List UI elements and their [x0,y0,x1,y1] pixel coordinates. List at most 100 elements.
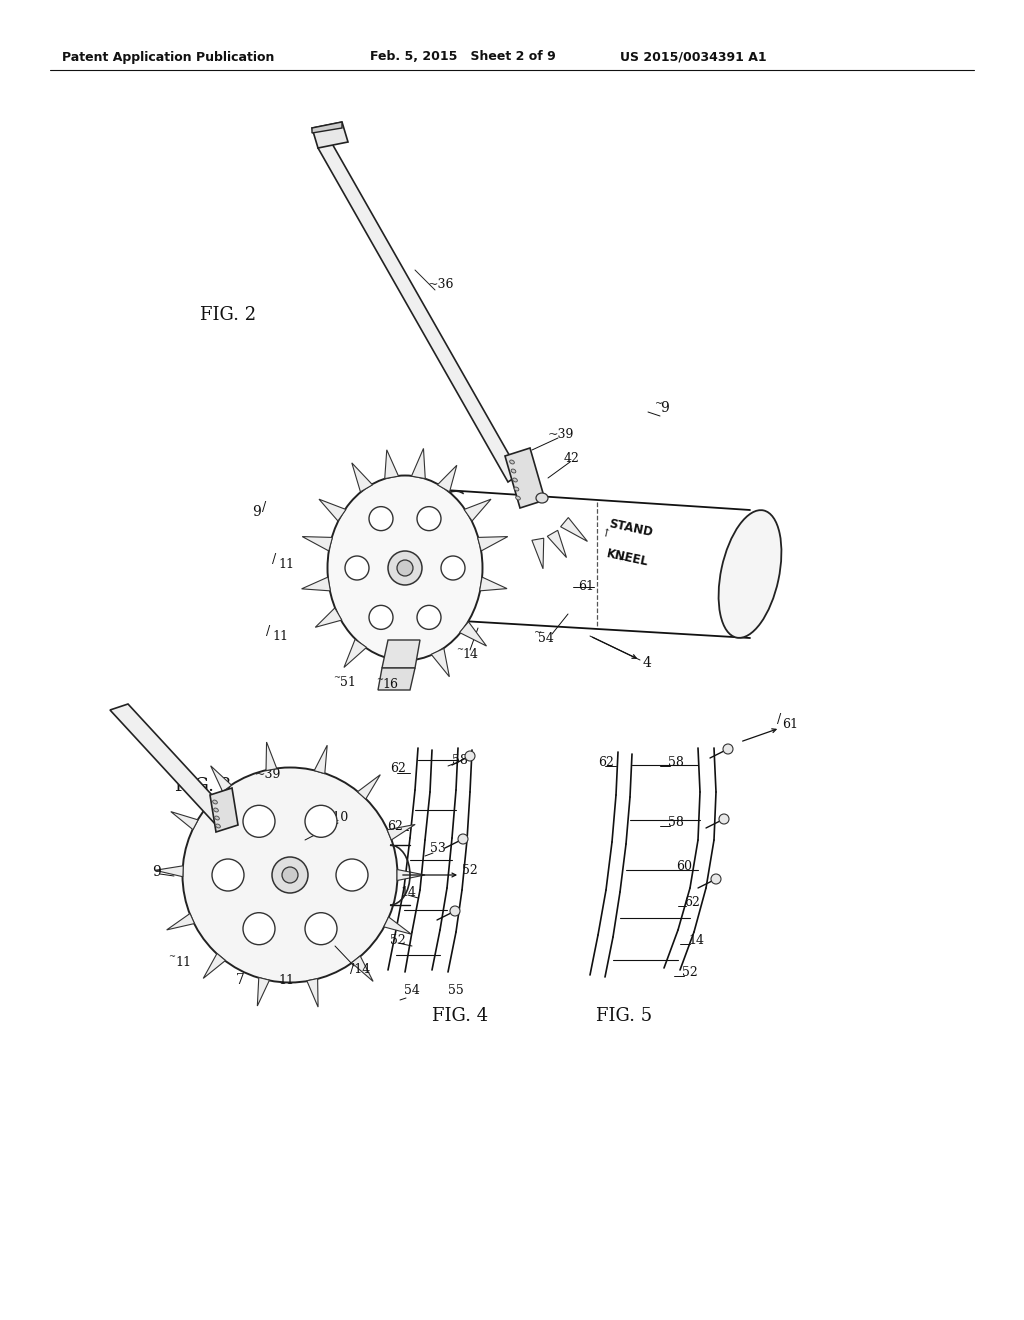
Text: 52: 52 [682,965,697,978]
Ellipse shape [719,814,729,824]
Text: ~: ~ [168,953,175,961]
Ellipse shape [182,767,397,982]
Polygon shape [560,517,588,541]
Text: FIG. 5: FIG. 5 [596,1007,652,1026]
Polygon shape [203,953,225,978]
Text: 61: 61 [782,718,798,730]
Polygon shape [344,639,367,668]
Ellipse shape [243,805,275,837]
Text: /: / [777,714,781,726]
Ellipse shape [397,560,413,576]
Polygon shape [357,775,380,799]
Ellipse shape [272,857,308,894]
Text: 62: 62 [387,820,402,833]
Polygon shape [351,956,373,981]
Polygon shape [315,609,342,627]
Ellipse shape [214,808,218,812]
Ellipse shape [216,824,220,828]
Polygon shape [318,140,520,482]
Ellipse shape [719,510,781,638]
Polygon shape [257,978,269,1006]
Text: 62: 62 [598,755,613,768]
Polygon shape [110,704,234,826]
Text: 11: 11 [175,956,191,969]
Text: 53: 53 [430,842,445,854]
Polygon shape [505,447,545,508]
Polygon shape [479,577,507,591]
Ellipse shape [516,496,520,500]
Text: FIG. 2: FIG. 2 [200,306,256,323]
Ellipse shape [723,744,733,754]
Text: 4: 4 [643,656,652,671]
Polygon shape [167,913,195,929]
Text: 60: 60 [676,859,692,873]
Ellipse shape [711,874,721,884]
Ellipse shape [417,606,441,630]
Text: /: / [262,500,266,513]
Polygon shape [531,539,544,569]
Polygon shape [477,536,508,550]
Polygon shape [547,531,566,557]
Ellipse shape [213,800,217,804]
Polygon shape [211,766,231,792]
Ellipse shape [305,805,337,837]
Polygon shape [302,536,333,550]
Polygon shape [312,121,342,133]
Polygon shape [460,622,486,645]
Text: 54: 54 [538,631,554,644]
Text: /: / [272,553,276,565]
Polygon shape [319,499,346,521]
Text: 11: 11 [278,557,294,570]
Text: 62: 62 [390,762,406,775]
Text: 52: 52 [390,933,406,946]
Text: 9: 9 [152,865,161,879]
Text: 58: 58 [452,754,468,767]
Polygon shape [464,499,492,521]
Text: ~39: ~39 [548,428,574,441]
Text: STAND: STAND [608,517,654,539]
Text: 9: 9 [252,506,261,519]
Polygon shape [307,978,318,1007]
Polygon shape [387,825,415,840]
Polygon shape [437,465,457,492]
Polygon shape [171,812,198,830]
Ellipse shape [388,550,422,585]
Ellipse shape [465,751,475,762]
Polygon shape [155,866,183,876]
Ellipse shape [417,507,441,531]
Text: 7: 7 [236,973,245,987]
Text: ~: ~ [456,645,463,653]
Text: 62: 62 [684,895,699,908]
Text: ~: ~ [376,676,383,684]
Polygon shape [314,746,328,774]
Text: 14: 14 [688,933,705,946]
Text: /: / [266,624,270,638]
Ellipse shape [441,556,465,579]
Ellipse shape [536,492,548,503]
Text: 55: 55 [449,983,464,997]
Polygon shape [385,450,398,479]
Polygon shape [384,917,412,935]
Polygon shape [382,640,420,668]
Text: Patent Application Publication: Patent Application Publication [62,50,274,63]
Ellipse shape [328,475,482,660]
Text: FIG. 3: FIG. 3 [175,777,231,795]
Text: 11: 11 [272,630,288,643]
Polygon shape [412,449,425,479]
Text: 61: 61 [578,581,594,594]
Polygon shape [378,668,415,690]
Polygon shape [302,577,331,591]
Text: 14: 14 [462,648,478,660]
Ellipse shape [336,859,368,891]
Ellipse shape [215,816,219,820]
Ellipse shape [282,867,298,883]
Ellipse shape [513,478,517,482]
Ellipse shape [514,487,519,491]
Text: 54: 54 [404,983,420,997]
Ellipse shape [369,507,393,531]
Polygon shape [431,648,450,677]
Text: Feb. 5, 2015   Sheet 2 of 9: Feb. 5, 2015 Sheet 2 of 9 [370,50,556,63]
Ellipse shape [243,912,275,945]
Text: ↑: ↑ [600,528,611,540]
Text: 58: 58 [668,816,684,829]
